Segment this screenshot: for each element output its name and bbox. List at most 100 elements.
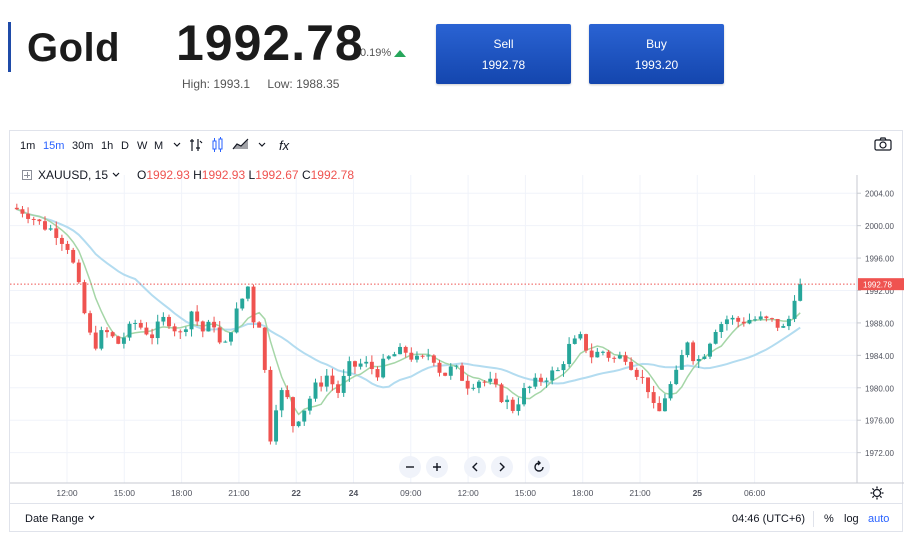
auto-scale-toggle[interactable]: auto — [868, 513, 890, 525]
fx-icon[interactable]: fx — [279, 138, 290, 153]
candle-body — [274, 410, 279, 442]
candle-body — [538, 377, 543, 382]
indicators-icon[interactable] — [232, 138, 250, 150]
candle-body — [781, 326, 786, 328]
percent-scale-toggle[interactable]: % — [824, 513, 834, 525]
settings-gear-icon[interactable] — [870, 486, 884, 500]
candle-body — [510, 399, 515, 411]
candle-body — [43, 221, 47, 230]
candle-body — [629, 361, 634, 370]
candle-body — [657, 402, 662, 412]
y-tick-label: 1992.00 — [865, 287, 894, 296]
date-range-button[interactable]: Date Range — [25, 513, 96, 525]
interval-m[interactable]: M — [154, 140, 164, 152]
candle-body — [155, 321, 160, 339]
candle-body — [572, 338, 577, 344]
x-tick-label: 24 — [349, 488, 359, 498]
low-value: Low: 1988.35 — [267, 77, 340, 91]
candle-body — [516, 404, 521, 411]
interval-d[interactable]: D — [121, 140, 129, 152]
interval-dropdown-icon[interactable] — [172, 140, 182, 150]
zoom-out-icon[interactable] — [399, 456, 421, 478]
candle-body — [567, 343, 572, 365]
chart-toolbar: 1m 15m 30m 1h D W M fx — [10, 131, 902, 159]
symbol-dropdown-icon[interactable] — [111, 170, 121, 180]
candle-body — [522, 388, 527, 405]
candle-body — [229, 332, 233, 342]
candle-body — [555, 370, 560, 372]
candle-body — [460, 365, 465, 381]
interval-1h[interactable]: 1h — [101, 140, 114, 152]
candle-body — [764, 316, 769, 319]
x-tick-label: 25 — [693, 488, 703, 498]
candle-body — [262, 327, 267, 370]
candle-body — [544, 380, 549, 382]
y-tick-label: 1976.00 — [865, 417, 894, 426]
candle-body — [200, 321, 205, 332]
x-tick-label: 09:00 — [400, 488, 422, 498]
scroll-right-icon[interactable] — [491, 456, 513, 478]
log-scale-toggle[interactable]: log — [844, 513, 859, 525]
candle-body — [724, 319, 729, 325]
candle-body — [482, 381, 487, 383]
up-arrow-icon — [394, 49, 407, 57]
x-tick-label: 18:00 — [572, 488, 594, 498]
zoom-in-icon[interactable] — [426, 456, 448, 478]
candle-body — [88, 313, 93, 333]
reset-icon[interactable] — [528, 456, 550, 478]
x-tick-label: 12:00 — [56, 488, 78, 498]
compare-icon[interactable] — [189, 137, 203, 153]
candle-body — [527, 386, 532, 389]
buy-price: 1993.20 — [634, 58, 679, 72]
sell-button[interactable]: Sell 1992.78 — [436, 24, 571, 84]
interval-30m[interactable]: 30m — [72, 140, 94, 152]
candle-body — [786, 318, 791, 327]
candle-body — [431, 355, 436, 363]
candle-body — [758, 316, 763, 320]
y-tick-label: 1984.00 — [865, 352, 894, 361]
candle-body — [736, 317, 741, 322]
candle-body — [600, 351, 605, 353]
candle-body — [561, 364, 566, 371]
candles-icon[interactable] — [211, 137, 225, 153]
candle-body — [617, 355, 622, 359]
candle-body — [606, 351, 611, 358]
candle-body — [792, 300, 797, 319]
candle-body — [589, 350, 594, 358]
candle-body — [99, 330, 104, 349]
camera-icon[interactable] — [874, 137, 892, 151]
candle-body — [195, 311, 200, 322]
x-tick-label: 15:00 — [515, 488, 537, 498]
buy-button[interactable]: Buy 1993.20 — [589, 24, 724, 84]
candle-body — [708, 343, 712, 357]
sell-price: 1992.78 — [481, 58, 526, 72]
y-tick-label: 1972.00 — [865, 449, 894, 458]
y-tick-label: 1988.00 — [865, 319, 894, 328]
candle-body — [313, 382, 318, 399]
candle-body — [634, 369, 639, 377]
x-tick-label: 12:00 — [457, 488, 479, 498]
scroll-left-icon[interactable] — [464, 456, 486, 478]
interval-w[interactable]: W — [137, 140, 148, 152]
x-tick-label: 22 — [291, 488, 301, 498]
candle-body — [110, 332, 115, 337]
interval-15m[interactable]: 15m — [43, 140, 65, 152]
candle-body — [770, 318, 774, 320]
candle-body — [386, 356, 391, 359]
interval-1m[interactable]: 1m — [20, 140, 36, 152]
timezone-clock[interactable]: 04:46 (UTC+6) — [732, 513, 806, 525]
candle-body — [127, 323, 132, 338]
add-symbol-icon[interactable] — [22, 170, 32, 180]
indicators-dropdown-icon[interactable] — [257, 140, 267, 150]
candle-body — [82, 282, 87, 314]
candle-body — [454, 365, 459, 367]
candle-body — [31, 218, 36, 220]
candle-body — [679, 355, 684, 370]
candle-body — [105, 330, 109, 333]
price-chart[interactable]: 2004.00 2000.00 1996.00 1992.00 1988.00 1984.… — [10, 131, 904, 533]
candle-body — [398, 346, 403, 355]
divider — [813, 511, 814, 527]
last-price-label: 1992.78 — [863, 281, 892, 290]
candle-body — [251, 286, 256, 323]
